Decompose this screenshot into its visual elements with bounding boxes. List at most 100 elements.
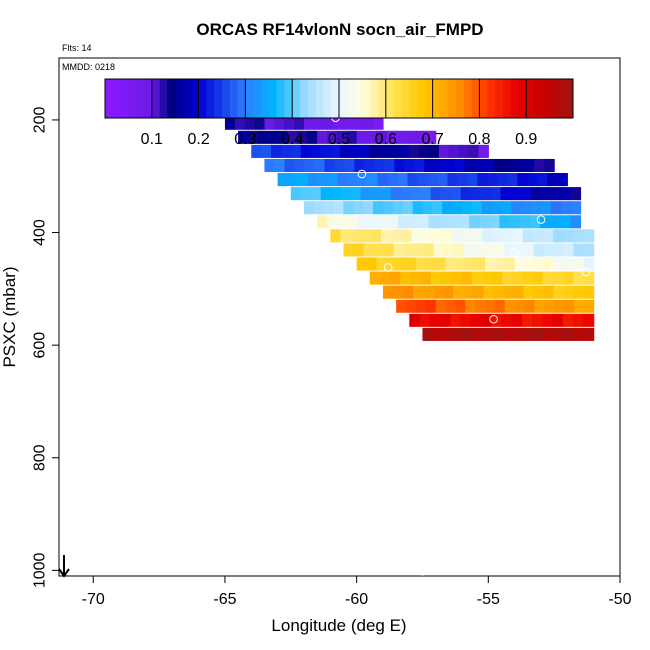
- heatmap-cell: [376, 130, 387, 144]
- heatmap-cell: [343, 201, 354, 215]
- heatmap-cell: [564, 299, 575, 313]
- heatmap-cell: [415, 130, 427, 144]
- heatmap-cell: [373, 116, 384, 130]
- heatmap-cell: [441, 271, 452, 285]
- heatmap-cell: [542, 271, 554, 285]
- heatmap-cell: [400, 187, 412, 201]
- heatmap-cell: [504, 299, 516, 313]
- heatmap-cell: [430, 271, 442, 285]
- heatmap-cell: [424, 158, 435, 173]
- heatmap-cell: [467, 173, 479, 187]
- heatmap-cell: [382, 201, 394, 215]
- heatmap-cell: [374, 158, 385, 173]
- colorbar-cell: [549, 79, 558, 118]
- y-axis-label: PSXC (mbar): [0, 266, 19, 367]
- heatmap-cell: [327, 173, 339, 187]
- sample-point: [489, 314, 498, 324]
- heatmap-cell: [400, 271, 412, 285]
- heatmap-cell: [432, 201, 443, 215]
- heatmap-cell: [442, 327, 454, 341]
- colorbar-cell: [198, 79, 207, 118]
- heatmap-cell: [257, 130, 269, 144]
- heatmap-cell: [444, 158, 455, 173]
- heatmap-cell: [377, 173, 389, 187]
- colorbar-cell: [354, 79, 363, 118]
- heatmap-cell: [356, 257, 368, 271]
- colorbar-cell: [151, 79, 161, 118]
- heatmap-cell: [238, 130, 249, 144]
- heatmap-cell: [523, 285, 535, 299]
- heatmap-cell: [340, 187, 352, 201]
- colorbar-cell: [323, 79, 332, 118]
- heatmap-cell: [514, 257, 526, 271]
- heatmap-cell: [481, 201, 493, 215]
- heatmap-cell: [563, 285, 575, 299]
- heatmap-cell: [513, 327, 524, 341]
- colorbar-cell: [370, 79, 379, 118]
- heatmap-cell: [547, 173, 558, 187]
- heatmap-cell: [475, 257, 486, 271]
- colorbar-cell: [120, 79, 129, 118]
- heatmap-cell: [503, 285, 514, 299]
- sample-point: [586, 349, 596, 359]
- colorbar-tick-label: 0.7: [421, 131, 443, 148]
- date-label: MMDD: 0218: [62, 62, 115, 72]
- heatmap-cell: [483, 243, 495, 257]
- colorbar-cell: [534, 79, 543, 118]
- heatmap-cell: [323, 116, 335, 130]
- heatmap-cell: [472, 327, 484, 341]
- heatmap-cell: [421, 229, 433, 243]
- colorbar-cell: [557, 79, 566, 118]
- heatmap-cell: [570, 215, 582, 229]
- heatmap-cell: [406, 257, 417, 271]
- heatmap-cell: [570, 201, 582, 215]
- colorbar-cell: [526, 79, 535, 118]
- heatmap-cell: [512, 229, 524, 243]
- heatmap-cell: [413, 285, 424, 299]
- colorbar-cell: [175, 79, 184, 118]
- x-axis: -70 -65 -60 -55 -50: [82, 576, 632, 608]
- heatmap-cell: [478, 144, 489, 158]
- heatmap-row: [382, 285, 595, 299]
- heatmap-cell: [448, 144, 460, 158]
- heatmap-cell: [564, 257, 575, 271]
- heatmap-cell: [330, 144, 341, 158]
- heatmap-cell: [350, 144, 361, 158]
- heatmap-cell: [453, 243, 465, 257]
- colorbar-cell: [300, 79, 309, 118]
- heatmap-cell: [360, 187, 372, 201]
- heatmap-row: [409, 313, 595, 327]
- heatmap-cell: [550, 201, 562, 215]
- heatmap-cell: [523, 327, 534, 341]
- heatmap-cell: [327, 215, 338, 229]
- colorbar-cell: [214, 79, 223, 118]
- heatmap-cell: [482, 229, 493, 243]
- sample-point: [536, 215, 546, 224]
- heatmap-cell: [494, 158, 505, 173]
- heatmap-cell: [533, 285, 545, 299]
- heatmap-cell: [324, 158, 335, 173]
- heatmap-cell: [550, 187, 562, 201]
- colorbar-cell: [565, 79, 574, 118]
- heatmap-cell: [402, 201, 414, 215]
- heatmap-cell: [387, 173, 399, 187]
- colorbar-tick-label: 0.9: [515, 131, 537, 148]
- heatmap-cell: [487, 173, 498, 187]
- colorbar-cell: [510, 79, 519, 118]
- heatmap-cell: [514, 158, 525, 173]
- sample-point: [444, 490, 454, 500]
- heatmap-cell: [497, 173, 508, 187]
- heatmap-cell: [474, 158, 485, 173]
- heatmap-cell: [287, 130, 298, 144]
- heatmap-cell: [513, 285, 525, 299]
- heatmap-cell: [323, 201, 335, 215]
- colorbar-cell: [245, 79, 254, 118]
- heatmap-cell: [423, 285, 434, 299]
- heatmap-cell: [350, 229, 362, 243]
- heatmap-cell: [544, 158, 555, 173]
- heatmap-cell: [534, 299, 545, 313]
- sample-point: [592, 564, 601, 574]
- heatmap-cell: [445, 299, 456, 313]
- heatmap-cell: [401, 229, 412, 243]
- heatmap-cell: [334, 158, 345, 173]
